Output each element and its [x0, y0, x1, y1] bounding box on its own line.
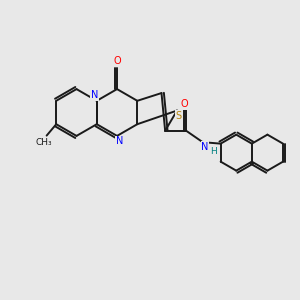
Text: S: S [176, 111, 182, 121]
Text: N: N [116, 136, 123, 146]
Text: H: H [210, 147, 217, 156]
Text: N: N [201, 142, 209, 152]
Text: O: O [181, 99, 188, 109]
Text: O: O [113, 56, 121, 67]
Text: CH₃: CH₃ [36, 138, 52, 147]
Text: N: N [91, 90, 98, 100]
